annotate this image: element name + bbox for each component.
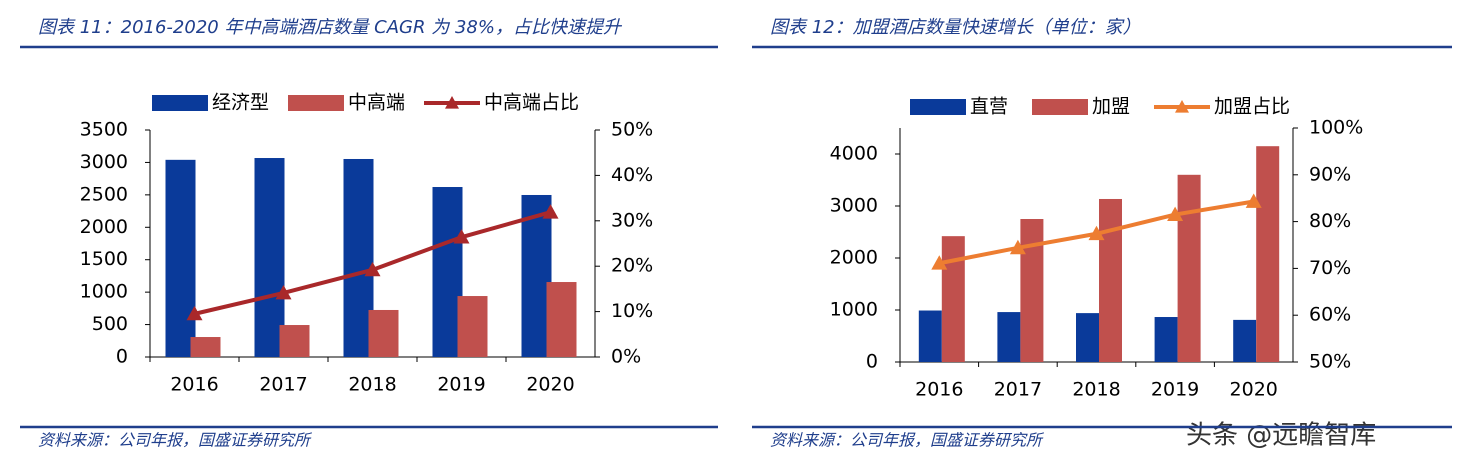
source: 资料来源：公司年报，国盛证券研究所: [38, 431, 313, 450]
x-tick-label: 2018: [348, 374, 396, 396]
y2-tick-label: 0%: [611, 346, 641, 368]
y-tick-label: 1000: [80, 281, 128, 303]
x-tick-label: 2017: [994, 379, 1042, 401]
y2-tick-label: 100%: [1309, 117, 1363, 139]
watermark: 头条 @远瞻智库: [1186, 421, 1376, 451]
y2-tick-label: 80%: [1309, 210, 1351, 232]
legend-swatch: [1175, 100, 1189, 113]
y-tick-label: 2000: [830, 247, 878, 269]
legend-swatch: [288, 95, 344, 111]
legend-swatch: [445, 96, 459, 109]
marker: [1167, 206, 1184, 221]
y2-tick-label: 70%: [1309, 257, 1351, 279]
x-tick-label: 2020: [1230, 379, 1278, 401]
bar: [941, 236, 965, 362]
y2-tick-label: 40%: [611, 164, 653, 186]
y-tick-label: 4000: [830, 143, 878, 165]
y-tick-label: 0: [866, 351, 878, 373]
y2-tick-label: 10%: [611, 300, 653, 322]
bar: [190, 337, 221, 357]
y2-tick-label: 60%: [1309, 304, 1351, 326]
bar: [1177, 174, 1201, 362]
bar: [457, 296, 488, 357]
legend-label: 加盟占比: [1214, 96, 1290, 118]
y-tick-label: 500: [92, 313, 128, 335]
bar: [1020, 219, 1044, 362]
marker: [1009, 239, 1026, 255]
bar: [165, 159, 196, 357]
y-tick-label: 0: [116, 346, 128, 368]
y2-tick-label: 50%: [611, 119, 653, 141]
chart-title: 图表 12：加盟酒店数量快速增长（单位：家）: [770, 17, 1141, 38]
bar: [997, 312, 1021, 362]
marker: [1088, 225, 1105, 241]
x-tick-label: 2019: [1151, 379, 1199, 401]
y2-tick-label: 20%: [611, 255, 653, 277]
bar: [254, 158, 285, 357]
legend-label: 经济型: [212, 92, 269, 114]
marker: [931, 255, 948, 270]
marker: [542, 204, 559, 219]
x-tick-label: 2018: [1072, 379, 1120, 401]
legend-swatch: [1032, 99, 1088, 115]
y-tick-label: 3000: [80, 151, 128, 173]
bar: [918, 310, 942, 362]
y-tick-label: 1500: [80, 248, 128, 270]
y2-tick-label: 50%: [1309, 351, 1351, 373]
bar: [546, 282, 577, 357]
marker: [275, 284, 292, 300]
legend-swatch: [152, 95, 208, 111]
source: 资料来源：公司年报，国盛证券研究所: [770, 431, 1045, 450]
y-tick-label: 3000: [830, 195, 878, 217]
chart-title: 图表 11：2016-2020 年中高端酒店数量 CAGR 为 38%，占比快速…: [38, 17, 623, 38]
y2-tick-label: 90%: [1309, 163, 1351, 185]
legend-label: 中高端: [348, 92, 405, 114]
bar: [368, 309, 399, 357]
legend-label: 中高端占比: [484, 92, 579, 114]
marker: [364, 261, 381, 277]
y-tick-label: 2000: [80, 216, 128, 238]
bar: [1099, 198, 1122, 362]
bar: [1154, 317, 1178, 362]
x-tick-label: 2020: [526, 374, 574, 396]
bar: [1233, 319, 1257, 362]
marker: [453, 229, 470, 244]
y-tick-label: 1000: [830, 299, 878, 321]
legend-label: 直营: [970, 96, 1008, 118]
y-tick-label: 2500: [80, 183, 128, 205]
bar: [1256, 146, 1280, 362]
x-tick-label: 2019: [437, 374, 485, 396]
marker: [1245, 193, 1262, 208]
y-tick-label: 3500: [80, 119, 128, 141]
legend-swatch: [910, 99, 966, 115]
x-tick-label: 2017: [259, 374, 307, 396]
bar: [279, 325, 310, 357]
x-tick-label: 2016: [170, 374, 218, 396]
marker: [186, 305, 203, 321]
y2-tick-label: 30%: [611, 209, 653, 231]
legend-label: 加盟: [1092, 96, 1130, 118]
x-tick-label: 2016: [915, 379, 963, 401]
bar: [1076, 313, 1099, 362]
